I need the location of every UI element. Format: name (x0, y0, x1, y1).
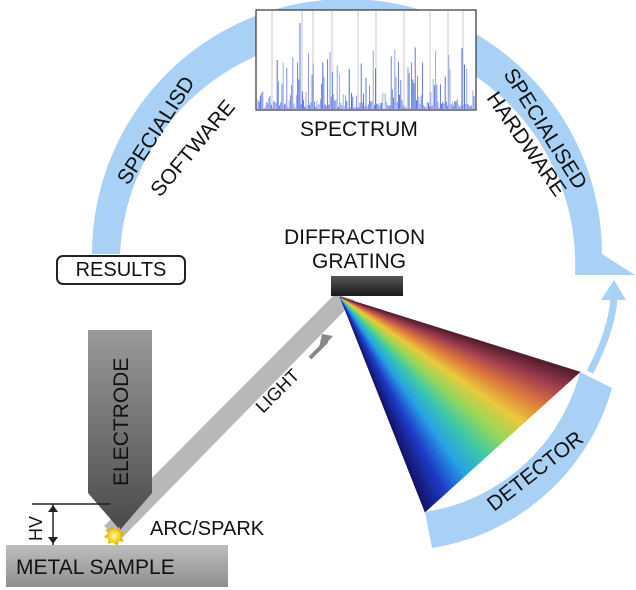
metal-sample (6, 545, 228, 587)
spectrum-plot (255, 9, 477, 111)
electrode-label: ELECTRODE (110, 358, 133, 486)
metal-sample-label: METAL SAMPLE (16, 556, 175, 579)
detector-arc-band (425, 372, 612, 548)
results-label: RESULTS (75, 258, 167, 281)
arrow-head-icon (601, 280, 626, 300)
hv-label: HV (26, 516, 46, 541)
grating-label-line2: GRATING (312, 250, 407, 273)
results-box: RESULTS (56, 255, 186, 285)
dispersed-spectrum-fan (339, 296, 581, 513)
arc-spark-icon (104, 526, 125, 546)
grating-label-line1: DIFFRACTION (284, 226, 426, 249)
diffraction-grating (331, 276, 403, 296)
process-ring-arc (92, 0, 635, 275)
spectrum-label: SPECTRUM (300, 118, 418, 141)
spectrum-fan-band (339, 296, 581, 376)
electrode (88, 330, 152, 530)
light-arrow-shaft (308, 339, 329, 360)
arc-spark-label: ARC/SPARK (150, 518, 265, 540)
light-beam (104, 294, 355, 540)
hv-gap-marker (32, 503, 110, 545)
detector-to-hardware-arrow (586, 297, 618, 374)
